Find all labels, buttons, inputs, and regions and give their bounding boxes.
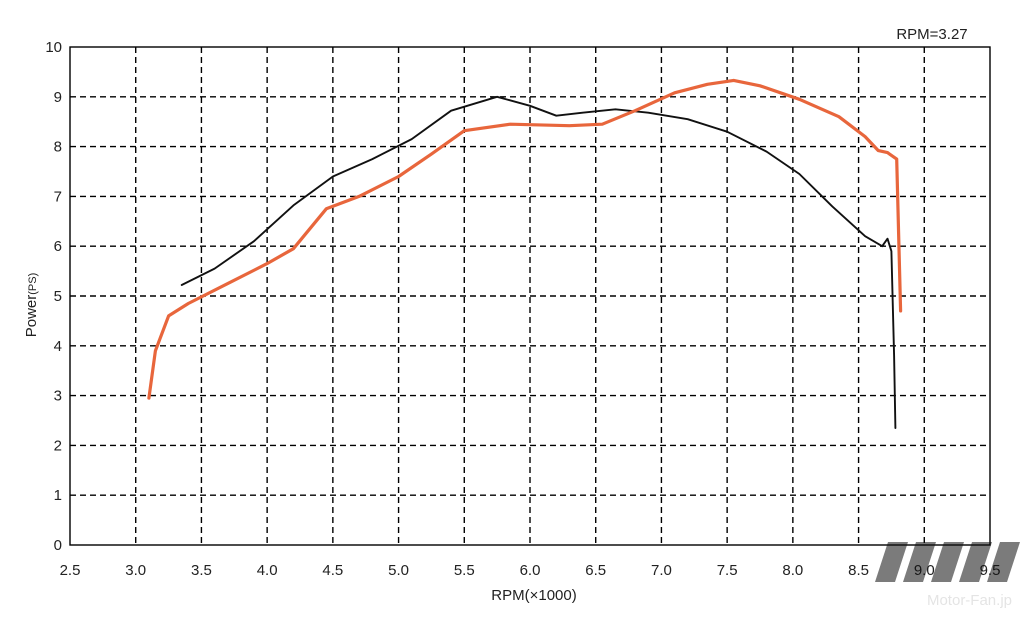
y-tick-label: 5: [54, 288, 62, 305]
y-tick-label: 0: [54, 537, 62, 554]
x-tick-label: 5.5: [454, 562, 475, 579]
series-layer: [147, 78, 903, 429]
x-tick-label: 4.5: [322, 562, 343, 579]
x-tick-label: 2.5: [60, 562, 81, 579]
x-tick-label: 5.0: [388, 562, 409, 579]
rpm-annotation: RPM=3.27: [896, 26, 967, 43]
brand-logo-mark: [875, 542, 1020, 582]
x-tick-label: 8.0: [782, 562, 803, 579]
y-tick-label: 4: [54, 338, 62, 355]
black-power-line: [180, 95, 897, 429]
x-tick-label: 7.5: [717, 562, 738, 579]
y-tick-label: 8: [54, 139, 62, 156]
grid-layer: [70, 47, 990, 545]
y-axis-title-main: Power: [23, 295, 40, 338]
orange-power-line: [147, 78, 903, 400]
x-tick-label: 8.5: [848, 562, 869, 579]
x-tick-label: 4.0: [257, 562, 278, 579]
x-axis-title: RPM(×1000): [491, 587, 576, 604]
y-tick-label: 10: [45, 39, 62, 56]
x-tick-label: 7.0: [651, 562, 672, 579]
x-tick-label: 6.5: [585, 562, 606, 579]
motor-fan-watermark: Motor-Fan.jp: [875, 542, 1020, 609]
plot-frame: [69, 46, 991, 546]
y-tick-label: 1: [54, 487, 62, 504]
y-tick-label: 3: [54, 388, 62, 405]
y-tick-label: 7: [54, 188, 62, 205]
brand-name: Motor-Fan.jp: [927, 592, 1012, 609]
y-axis-title-unit: (PS): [27, 273, 39, 295]
y-tick-label: 9: [54, 89, 62, 106]
x-tick-label: 6.0: [520, 562, 541, 579]
x-tick-label: 3.0: [125, 562, 146, 579]
y-axis-title: Power(PS): [23, 273, 40, 338]
tick-layer: 2.5 3.0 3.5 4.0 4.5 5.0 5.5 6.0 6.5 7.0 7.5 8.0 8.5 9…: [45, 39, 1000, 579]
y-tick-label: 6: [54, 238, 62, 255]
y-tick-label: 2: [54, 437, 62, 454]
x-tick-label: 3.5: [191, 562, 212, 579]
